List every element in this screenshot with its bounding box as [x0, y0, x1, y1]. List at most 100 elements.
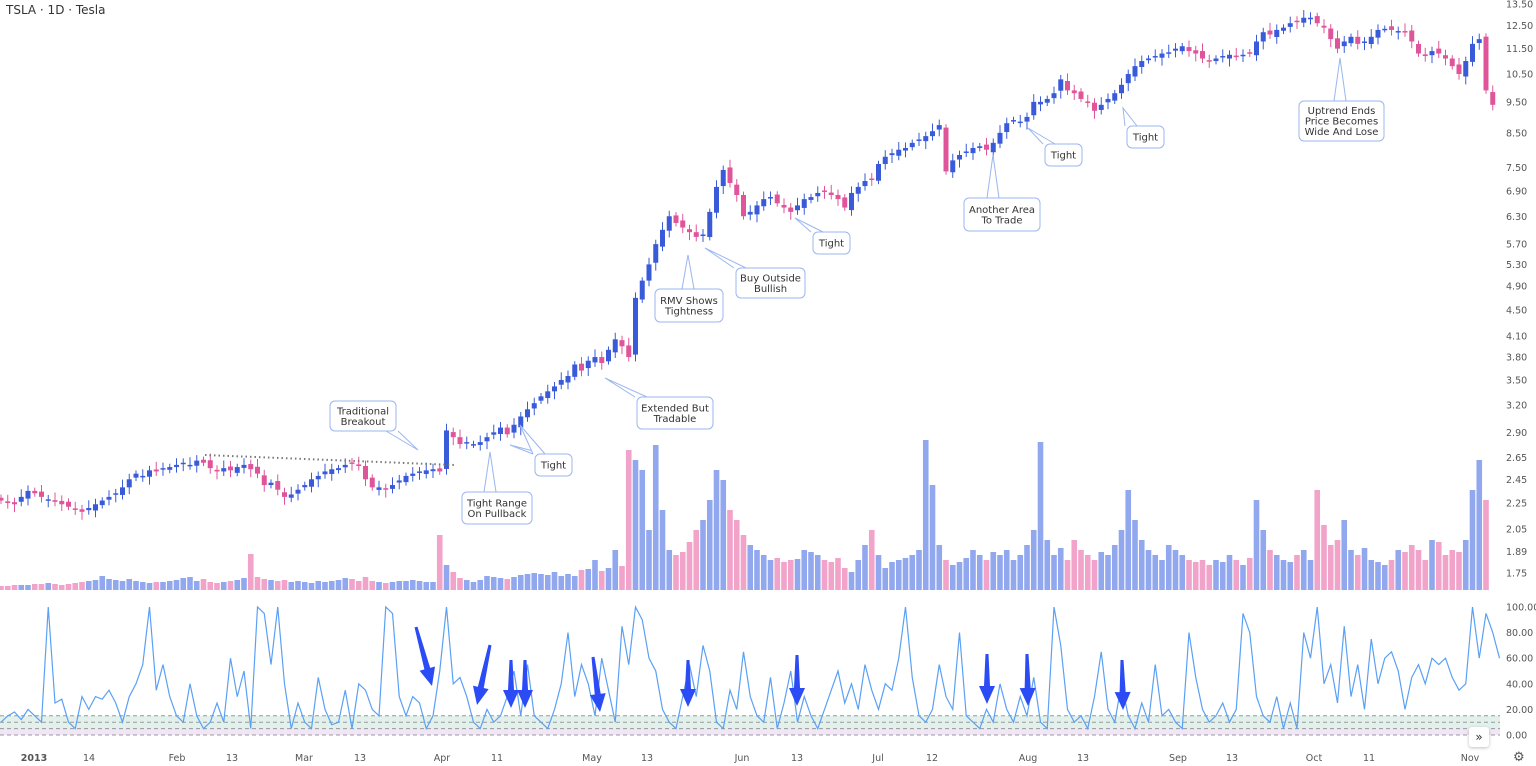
- candle: [1220, 49, 1226, 63]
- time-tick-label: 13: [641, 753, 653, 764]
- volume-bar: [1091, 560, 1098, 590]
- candle: [815, 186, 821, 202]
- candle-body: [936, 125, 942, 130]
- volume-bar: [1226, 555, 1233, 590]
- volume-bar: [632, 460, 639, 590]
- candle: [1186, 40, 1192, 57]
- candle-body: [970, 147, 976, 154]
- volume-bar: [106, 579, 112, 590]
- candle: [302, 481, 308, 491]
- candle-body: [1281, 27, 1286, 31]
- arrow-down-icon: [789, 655, 805, 706]
- candle: [795, 197, 800, 215]
- callout-text: Uptrend Ends: [1308, 106, 1376, 117]
- volume-bar: [1240, 565, 1246, 590]
- volume-bar: [733, 520, 740, 590]
- volume-bar: [193, 581, 200, 590]
- candle: [828, 184, 834, 200]
- candle: [957, 150, 962, 168]
- volume-bar: [868, 530, 875, 590]
- candle-body: [59, 500, 65, 505]
- candle: [1341, 35, 1347, 53]
- volume-bar: [990, 552, 997, 590]
- rmv-tick-label: 100.00: [1506, 603, 1536, 614]
- candle: [66, 498, 71, 511]
- callout-box: [963, 197, 1041, 232]
- candle-body: [1173, 48, 1178, 51]
- volume-bar: [241, 578, 247, 590]
- volume-bar: [1456, 552, 1462, 590]
- candle: [336, 464, 341, 474]
- arrow-down-icon: [517, 660, 533, 708]
- candle-body: [295, 489, 301, 494]
- volume-bar: [1381, 565, 1388, 590]
- volume-bar: [301, 582, 308, 590]
- volume-bar: [875, 555, 882, 590]
- rmv-tick-label: 40.00: [1506, 679, 1533, 690]
- candle: [707, 208, 713, 241]
- candle: [1483, 33, 1489, 94]
- candle-body: [1031, 101, 1037, 116]
- volume-bar: [794, 559, 801, 590]
- candle-body: [869, 178, 875, 181]
- volume-bar: [436, 535, 443, 590]
- candle: [1085, 94, 1091, 108]
- candle: [1004, 117, 1010, 139]
- price-tick-label: 2.25: [1506, 499, 1527, 510]
- candle-body: [1470, 43, 1475, 62]
- trendline: [204, 454, 456, 466]
- candle-body: [1166, 52, 1172, 54]
- arrow-down-icon: [472, 644, 492, 705]
- arrow-down-icon: [1019, 653, 1036, 706]
- volume-bar: [126, 579, 133, 590]
- candle: [1038, 96, 1043, 112]
- candle-body: [1233, 55, 1239, 58]
- candle-body: [1065, 81, 1070, 91]
- rmv-line: [0, 605, 1501, 731]
- candle-body: [545, 391, 551, 399]
- settings-gear-icon[interactable]: ⚙: [1513, 750, 1525, 765]
- scroll-to-realtime-button[interactable]: »: [1469, 727, 1489, 747]
- callout-text: Extended But: [641, 403, 709, 414]
- candle-body: [1375, 29, 1381, 38]
- candle: [5, 494, 11, 509]
- volume-bar: [524, 574, 531, 590]
- callout-pointer: [483, 451, 497, 493]
- candle: [79, 504, 85, 520]
- candle-body: [1260, 32, 1266, 42]
- volume-bar: [214, 583, 220, 590]
- candle-body: [842, 197, 848, 208]
- candle-body: [126, 479, 132, 488]
- candle: [639, 277, 645, 303]
- candle-body: [687, 229, 692, 233]
- volume-bar: [1118, 530, 1125, 590]
- candle-body: [1017, 121, 1023, 124]
- candle: [1368, 29, 1374, 49]
- volume-bar: [133, 581, 139, 590]
- candle: [1328, 24, 1334, 48]
- time-tick-label: 13: [226, 753, 238, 764]
- arrows: [414, 626, 1131, 712]
- candle: [572, 361, 578, 381]
- price-tick-label: 10.50: [1506, 69, 1533, 80]
- callout-text: Tight Range: [466, 498, 527, 509]
- volume-bar: [328, 581, 335, 590]
- candle-body: [93, 504, 98, 511]
- candle-body: [511, 424, 517, 433]
- price-tick-label: 1.89: [1506, 547, 1527, 558]
- volume-bar: [166, 581, 173, 590]
- volume-bar: [1253, 500, 1260, 590]
- volume-bar: [760, 555, 767, 590]
- volume-bar: [1098, 552, 1105, 590]
- candle-body: [1146, 58, 1151, 61]
- candle-body: [282, 492, 287, 497]
- volume-bar: [754, 550, 760, 590]
- volume-bar: [99, 576, 106, 590]
- callout-pointer: [986, 154, 1000, 199]
- volume-bar: [956, 562, 963, 590]
- candle-body: [410, 473, 416, 476]
- candle-body: [619, 340, 625, 347]
- candle: [268, 479, 274, 489]
- volume-bar: [52, 584, 58, 590]
